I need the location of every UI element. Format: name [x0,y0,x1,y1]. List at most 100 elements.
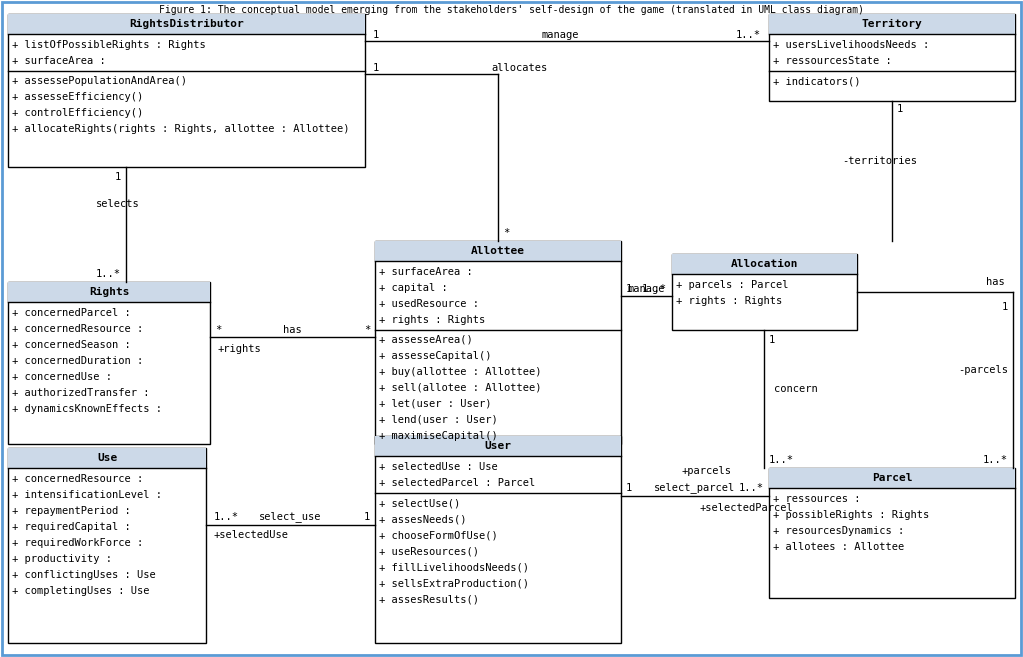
Text: + let(user : User): + let(user : User) [379,399,491,409]
Text: *: * [215,325,221,335]
Text: manage: manage [627,284,665,294]
Text: 1: 1 [373,63,380,73]
Bar [8,282,210,444]
Text: select_parcel: select_parcel [655,482,736,493]
Text: -territories: -territories [842,156,917,166]
Text: + assesResults(): + assesResults() [379,594,479,604]
Text: + concernedResource :: + concernedResource : [12,474,143,484]
Text: + maximiseCapital(): + maximiseCapital() [379,431,498,441]
Text: + intensificationLevel :: + intensificationLevel : [12,490,162,500]
Text: *: * [364,325,370,335]
Bar [769,468,1015,598]
Text: + assesseCapital(): + assesseCapital() [379,351,491,361]
Text: + allotees : Allottee: + allotees : Allottee [773,542,904,552]
Text: 1: 1 [373,30,380,40]
Text: + ressourcesState :: + ressourcesState : [773,56,892,66]
Text: + sell(allotee : Allottee): + sell(allotee : Allottee) [379,383,541,393]
Text: + assessePopulationAndArea(): + assessePopulationAndArea() [12,76,187,86]
Text: + requiredWorkForce :: + requiredWorkForce : [12,538,143,548]
Text: + assesseArea(): + assesseArea() [379,335,473,345]
Text: + listOfPossibleRights : Rights: + listOfPossibleRights : Rights [12,40,206,50]
Text: + possibleRights : Rights: + possibleRights : Rights [773,510,929,520]
Text: 1: 1 [1002,302,1008,312]
Text: + completingUses : Use: + completingUses : Use [12,586,149,596]
Bar [8,14,365,167]
Bar [375,436,621,643]
Text: + concernedSeason :: + concernedSeason : [12,340,131,350]
Text: + rights : Rights: + rights : Rights [379,315,485,325]
Text: 1..*: 1..* [96,269,121,279]
Text: manage: manage [541,30,579,40]
Text: + indicators(): + indicators() [773,76,860,86]
Bar [672,254,857,274]
Text: + surfaceArea :: + surfaceArea : [379,267,473,277]
Text: Parcel: Parcel [872,473,913,483]
Text: concern: concern [774,384,817,394]
Text: + authorizedTransfer :: + authorizedTransfer : [12,388,149,398]
Text: + allocateRights(rights : Rights, allottee : Allottee): + allocateRights(rights : Rights, allott… [12,124,350,134]
Text: has: has [282,325,302,335]
Text: + resourcesDynamics :: + resourcesDynamics : [773,526,904,536]
Text: + selectedUse : Use: + selectedUse : Use [379,462,498,472]
Bar [8,448,206,468]
Text: 1..*: 1..* [739,483,764,493]
Text: + dynamicsKnownEffects :: + dynamicsKnownEffects : [12,404,162,414]
Text: 1..*: 1..* [214,512,239,522]
Text: Allocation: Allocation [730,259,798,269]
Text: 1: 1 [897,104,903,114]
Text: 1: 1 [626,483,632,493]
Bar [8,282,210,302]
Text: 1: 1 [115,172,121,182]
Text: 1: 1 [626,284,632,294]
Text: + rights : Rights: + rights : Rights [676,296,783,306]
Text: +rights: +rights [218,344,262,354]
Text: User: User [485,441,512,451]
Bar [769,14,1015,34]
Text: + sellsExtraProduction(): + sellsExtraProduction() [379,578,529,588]
Text: + selectUse(): + selectUse() [379,498,460,508]
Text: + concernedResource :: + concernedResource : [12,324,143,334]
Text: + concernedUse :: + concernedUse : [12,372,112,382]
Text: + assesseEfficiency(): + assesseEfficiency() [12,92,143,102]
Text: + surfaceArea :: + surfaceArea : [12,56,105,66]
Text: 1..*: 1..* [769,455,794,465]
Text: + requiredCapital :: + requiredCapital : [12,522,131,532]
Text: + selectedParcel : Parcel: + selectedParcel : Parcel [379,478,535,488]
Text: select_use: select_use [259,512,321,522]
Bar [8,448,206,643]
Bar [8,14,365,34]
Text: +selectedParcel: +selectedParcel [699,503,793,513]
Text: + lend(user : User): + lend(user : User) [379,415,498,425]
Text: has: has [986,277,1005,287]
Text: + parcels : Parcel: + parcels : Parcel [676,280,789,290]
Text: + usersLivelihoodsNeeds :: + usersLivelihoodsNeeds : [773,40,929,50]
Bar [375,436,621,456]
Text: RightsDistributor: RightsDistributor [129,19,243,29]
Text: 1..*: 1..* [736,30,761,40]
Bar [672,254,857,330]
Text: + controlEfficiency(): + controlEfficiency() [12,108,143,118]
Text: + conflictingUses : Use: + conflictingUses : Use [12,570,155,580]
Bar [375,241,621,261]
Text: selects: selects [96,199,140,209]
Text: 1: 1 [364,512,370,522]
Text: + usedResource :: + usedResource : [379,299,479,309]
Text: + fillLivelihoodsNeeds(): + fillLivelihoodsNeeds() [379,562,529,572]
Text: + concernedParcel :: + concernedParcel : [12,308,131,318]
Text: 1..*: 1..* [983,455,1008,465]
Text: Allottee: Allottee [471,246,525,256]
Text: + chooseFormOfUse(): + chooseFormOfUse() [379,530,498,540]
Text: + buy(allottee : Allottee): + buy(allottee : Allottee) [379,367,541,377]
Text: Rights: Rights [89,287,129,297]
Text: +selectedUse: +selectedUse [214,530,290,540]
Bar [769,468,1015,488]
Text: + capital :: + capital : [379,283,448,293]
Bar [375,241,621,444]
Text: + ressources :: + ressources : [773,494,860,504]
Text: Use: Use [97,453,117,463]
Text: allocates: allocates [492,63,548,73]
Text: -parcels: -parcels [958,365,1008,375]
Text: + concernedDuration :: + concernedDuration : [12,356,143,366]
Text: *: * [503,228,509,238]
Bar [769,14,1015,101]
